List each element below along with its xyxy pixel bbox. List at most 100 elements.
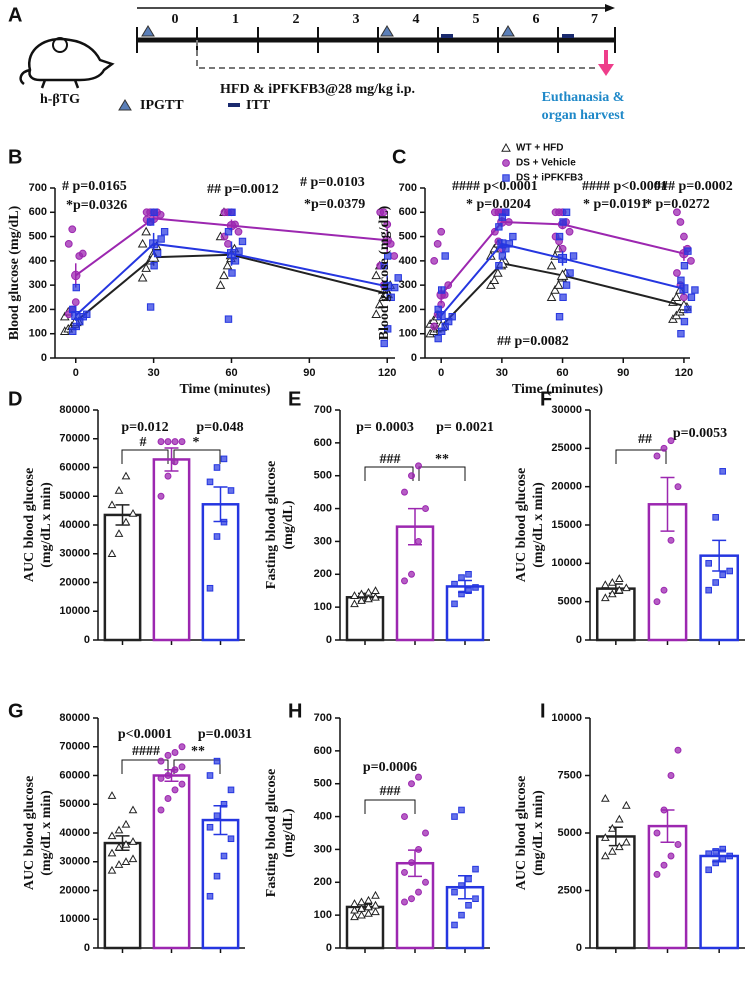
ipgtt-icon [501,25,515,37]
point [546,260,557,270]
point [667,437,675,445]
point [712,579,719,586]
point [600,851,610,860]
point [78,249,87,258]
point [364,594,373,603]
significance-bracket [173,449,221,464]
mean-line [75,242,388,317]
annotation: #### p<0.0001 [582,179,668,194]
mean-point [382,281,392,291]
annotation: p<0.0001 [118,727,172,742]
y-tick-label: 200 [314,568,332,580]
point [569,252,578,260]
legend-label: DS + iPFKFB3 [516,173,583,184]
point [673,208,681,217]
x-tick-label: 30 [496,367,508,379]
y-axis-label: AUC blood glucose [22,468,37,582]
y-tick-label: 0 [411,352,417,364]
y-tick-label: 700 [314,404,332,416]
y-tick-label: 300 [29,279,47,291]
point [206,772,214,779]
point [371,900,380,909]
point [680,317,689,326]
annotation: p= 0.0003 [356,420,414,435]
model-label: h-βTG [40,92,80,107]
error-bar [608,826,623,847]
y-tick-label: 300 [314,843,332,855]
point [451,600,458,608]
mean-line [75,217,388,277]
y-tick-label: 5000 [558,596,582,608]
y-tick-label: 10000 [551,712,582,724]
point [677,276,685,284]
endpoint-label: organ harvest [542,108,625,123]
point [371,592,380,601]
y-tick-label: 50000 [59,490,90,502]
point [114,860,124,868]
legend-marker [501,142,511,152]
point [502,208,510,216]
mean-point [679,284,689,294]
legend-label: DS + Vehicle [516,158,576,169]
point [458,574,465,581]
significance-bracket [364,466,414,481]
point [684,305,692,314]
point [83,310,91,318]
y-tick-label: 300 [399,279,417,291]
mean-point [558,253,568,263]
point [726,852,733,860]
legend-label: WT + HFD [516,143,564,154]
point [422,505,429,513]
point [213,533,221,540]
point [401,868,408,876]
point [146,218,155,226]
annotation: p=0.0006 [363,760,417,775]
panel-letter: C [392,146,406,168]
y-tick-label: 100 [314,909,332,921]
point [228,208,236,216]
point [408,570,415,578]
point [206,823,214,831]
y-tick-label: 25000 [551,442,582,454]
point [374,299,385,309]
point [364,587,373,596]
point [415,537,422,545]
point [408,780,415,788]
y-tick-label: 0 [84,942,90,954]
point [614,814,624,823]
significance-bracket [121,759,169,774]
point [465,570,472,578]
point [558,244,567,253]
y-tick-label: 10000 [59,913,90,925]
point [433,239,442,248]
y-axis-label: Fasting blood glucose [264,461,279,589]
point [156,210,165,219]
point [157,774,165,782]
point [107,500,117,509]
point [357,904,366,912]
annotation: * [193,435,200,450]
point [600,833,610,841]
point [680,262,689,270]
error-bar [458,579,472,594]
point [121,819,131,828]
y-tick-label: 400 [399,255,417,267]
point [674,483,682,491]
point [215,280,226,289]
point [489,275,500,284]
point [107,865,117,874]
point [383,220,392,229]
y-tick-label: 200 [314,876,332,888]
point [448,313,456,321]
y-tick-label: 0 [41,352,47,364]
panel-letter: B [8,146,22,168]
point [164,438,172,446]
bar [445,585,485,642]
point [667,536,675,544]
point [371,890,380,899]
point [213,757,221,765]
point [451,580,458,588]
x-tick-label: 30 [148,367,160,379]
point [451,888,458,896]
